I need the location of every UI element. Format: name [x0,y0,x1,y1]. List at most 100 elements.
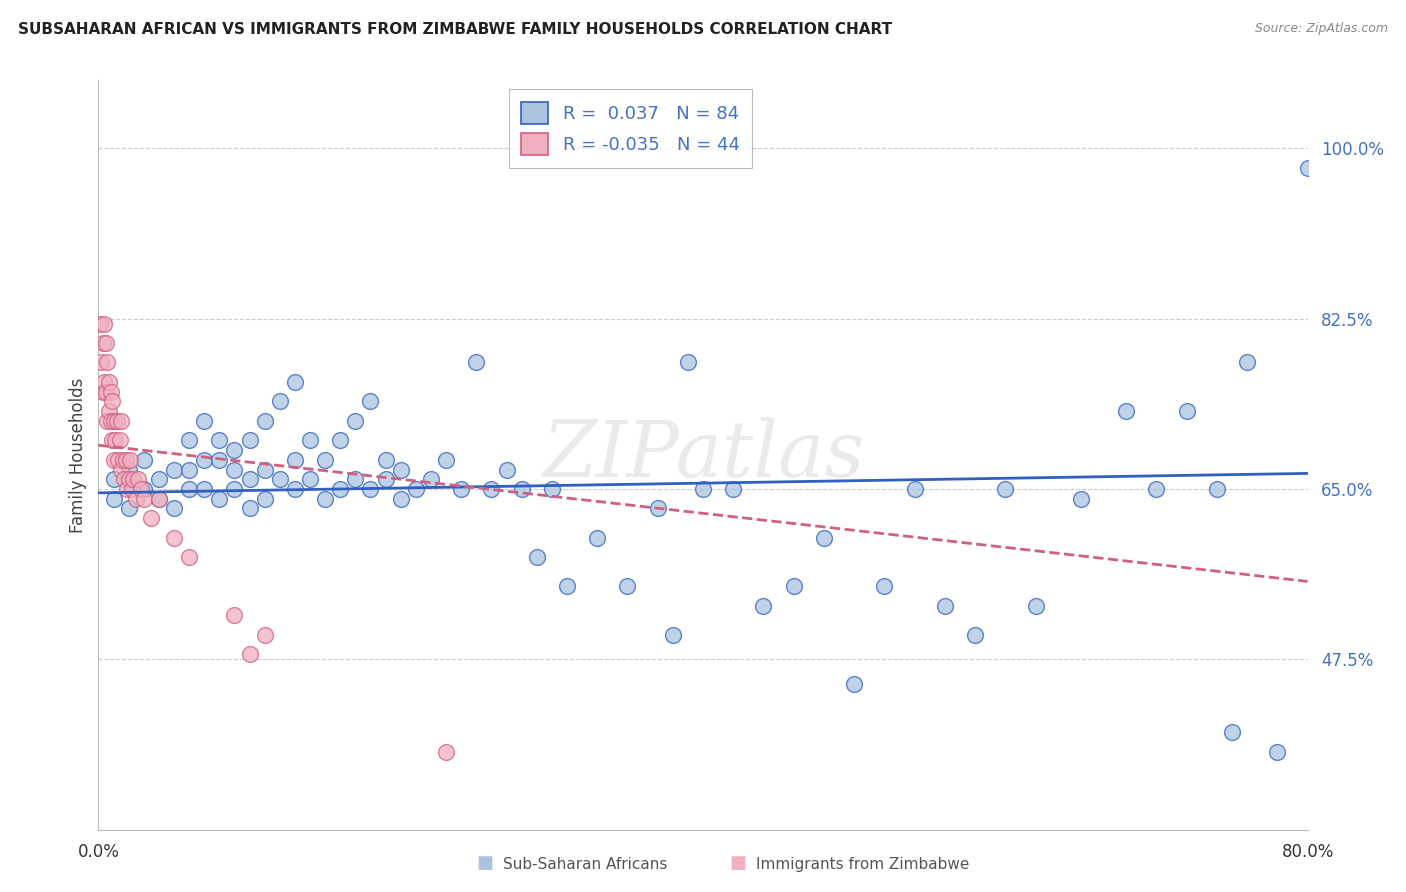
Point [676,355,699,369]
Point [434,745,457,759]
Point [1144,482,1167,496]
Point [89,317,111,331]
Point [329,482,352,496]
Point [904,482,927,496]
Point [110,414,132,428]
Point [1175,404,1198,418]
Point [994,482,1017,496]
Point [239,472,262,486]
Point [965,628,987,642]
Point [148,491,170,506]
Point [118,472,141,486]
Point [163,462,186,476]
Point [1296,161,1319,175]
Point [284,375,307,389]
Y-axis label: Family Households: Family Households [69,377,87,533]
Point [344,472,367,486]
Point [193,482,215,496]
Point [239,434,262,448]
Point [112,472,135,486]
Point [299,472,322,486]
Point [93,375,115,389]
Point [122,472,145,486]
Point [873,579,896,593]
Point [299,434,322,448]
Point [253,628,276,642]
Point [98,404,121,418]
Point [179,482,201,496]
Point [405,482,427,496]
Point [129,482,152,496]
Point [495,462,517,476]
Point [141,511,163,525]
Point [208,434,231,448]
Point [96,414,118,428]
Point [163,531,186,545]
Point [110,462,132,476]
Point [450,482,472,496]
Point [329,434,352,448]
Point [105,414,128,428]
Point [208,491,231,506]
Point [465,355,488,369]
Point [104,434,127,448]
Legend: R =  0.037   N = 84, R = -0.035   N = 44: R = 0.037 N = 84, R = -0.035 N = 44 [509,89,752,168]
Point [103,472,125,486]
Point [118,462,141,476]
Text: Source: ZipAtlas.com: Source: ZipAtlas.com [1254,22,1388,36]
Point [752,599,775,613]
Point [1220,725,1243,739]
Point [193,452,215,467]
Point [555,579,578,593]
Point [100,414,122,428]
Text: Sub-Saharan Africans: Sub-Saharan Africans [503,857,668,872]
Point [813,531,835,545]
Point [179,434,201,448]
Point [1024,599,1046,613]
Point [107,452,129,467]
Point [1267,745,1289,759]
Point [94,336,117,351]
Text: ZIPatlas: ZIPatlas [541,417,865,493]
Point [284,482,307,496]
Point [115,482,138,496]
Point [125,491,148,506]
Point [239,501,262,516]
Point [91,336,114,351]
Point [661,628,683,642]
Point [103,452,125,467]
Point [121,482,143,496]
Point [148,491,170,506]
Point [148,472,170,486]
Point [586,531,609,545]
Point [100,384,122,399]
Point [374,472,396,486]
Point [224,443,246,458]
Point [344,414,367,428]
Point [111,452,134,467]
Point [934,599,956,613]
Point [132,482,155,496]
Point [314,452,336,467]
Point [253,414,276,428]
Point [224,482,246,496]
Point [132,491,155,506]
Point [314,491,336,506]
Point [101,434,124,448]
Point [103,414,125,428]
Point [132,452,155,467]
Point [253,491,276,506]
Point [269,472,291,486]
Point [540,482,562,496]
Point [783,579,806,593]
Point [1115,404,1137,418]
Point [120,452,142,467]
Point [723,482,745,496]
Point [1236,355,1258,369]
Point [114,452,136,467]
Point [434,452,457,467]
Point [420,472,443,486]
Point [163,501,186,516]
Point [103,491,125,506]
Point [193,414,215,428]
